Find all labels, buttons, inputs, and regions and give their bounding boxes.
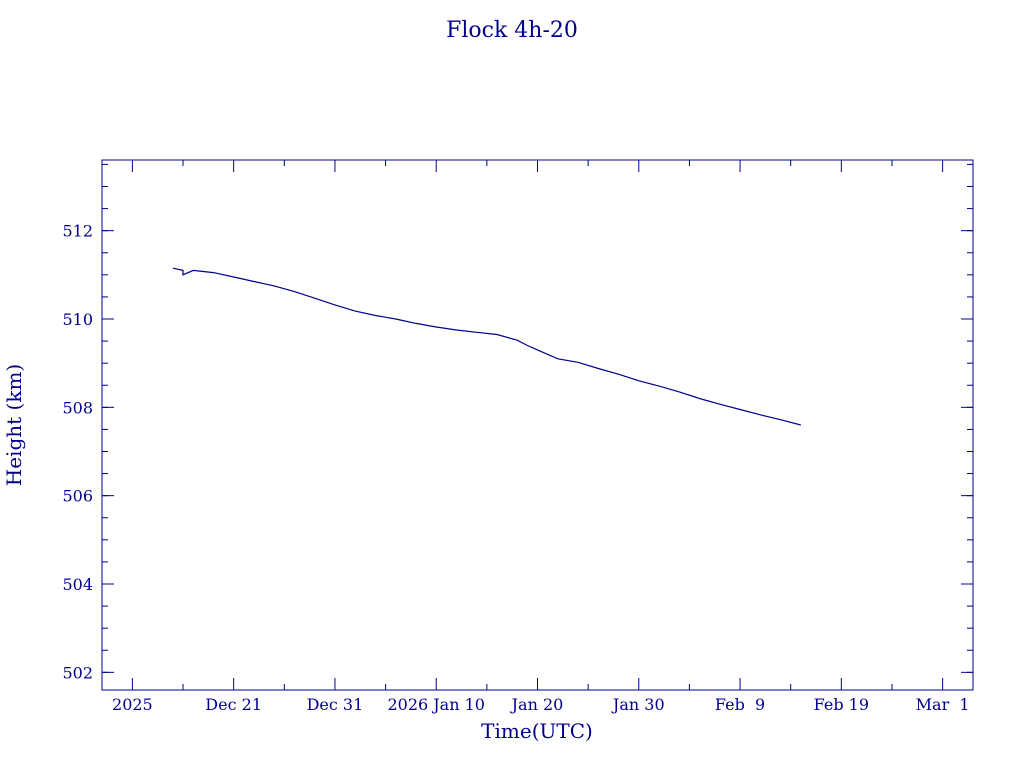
plot-frame: [101, 159, 974, 691]
x-tick-label: Mar 1: [916, 695, 970, 714]
x-axis-label: Time(UTC): [481, 719, 593, 743]
x-tick-label: Feb 9: [715, 695, 765, 714]
x-tick-label: Feb 19: [814, 695, 869, 714]
y-tick-label: 504: [62, 575, 93, 594]
x-tick-label: Jan 30: [611, 695, 665, 714]
x-tick-label: Jan 20: [510, 695, 564, 714]
y-tick-label: 502: [62, 663, 93, 682]
x-tick-label: 2026 Jan 10: [387, 695, 485, 714]
y-tick-label: 512: [62, 222, 93, 241]
y-tick-label: 508: [62, 398, 93, 417]
chart-title: Flock 4h-20: [446, 18, 578, 43]
axis-ticks: [102, 160, 973, 690]
axis-tick-labels: 2025 Dec 21 Dec 31 2026 Jan 10 Jan 20 Jan 30 F…: [62, 222, 969, 714]
y-tick-label: 506: [62, 487, 93, 506]
x-tick-label: Dec 21: [205, 695, 262, 714]
y-tick-label: 510: [62, 310, 93, 329]
x-tick-label: 2025: [112, 695, 153, 714]
y-axis-label: Height (km): [2, 364, 26, 486]
x-tick-label: Dec 31: [307, 695, 364, 714]
series-line-height: [172, 267, 801, 426]
